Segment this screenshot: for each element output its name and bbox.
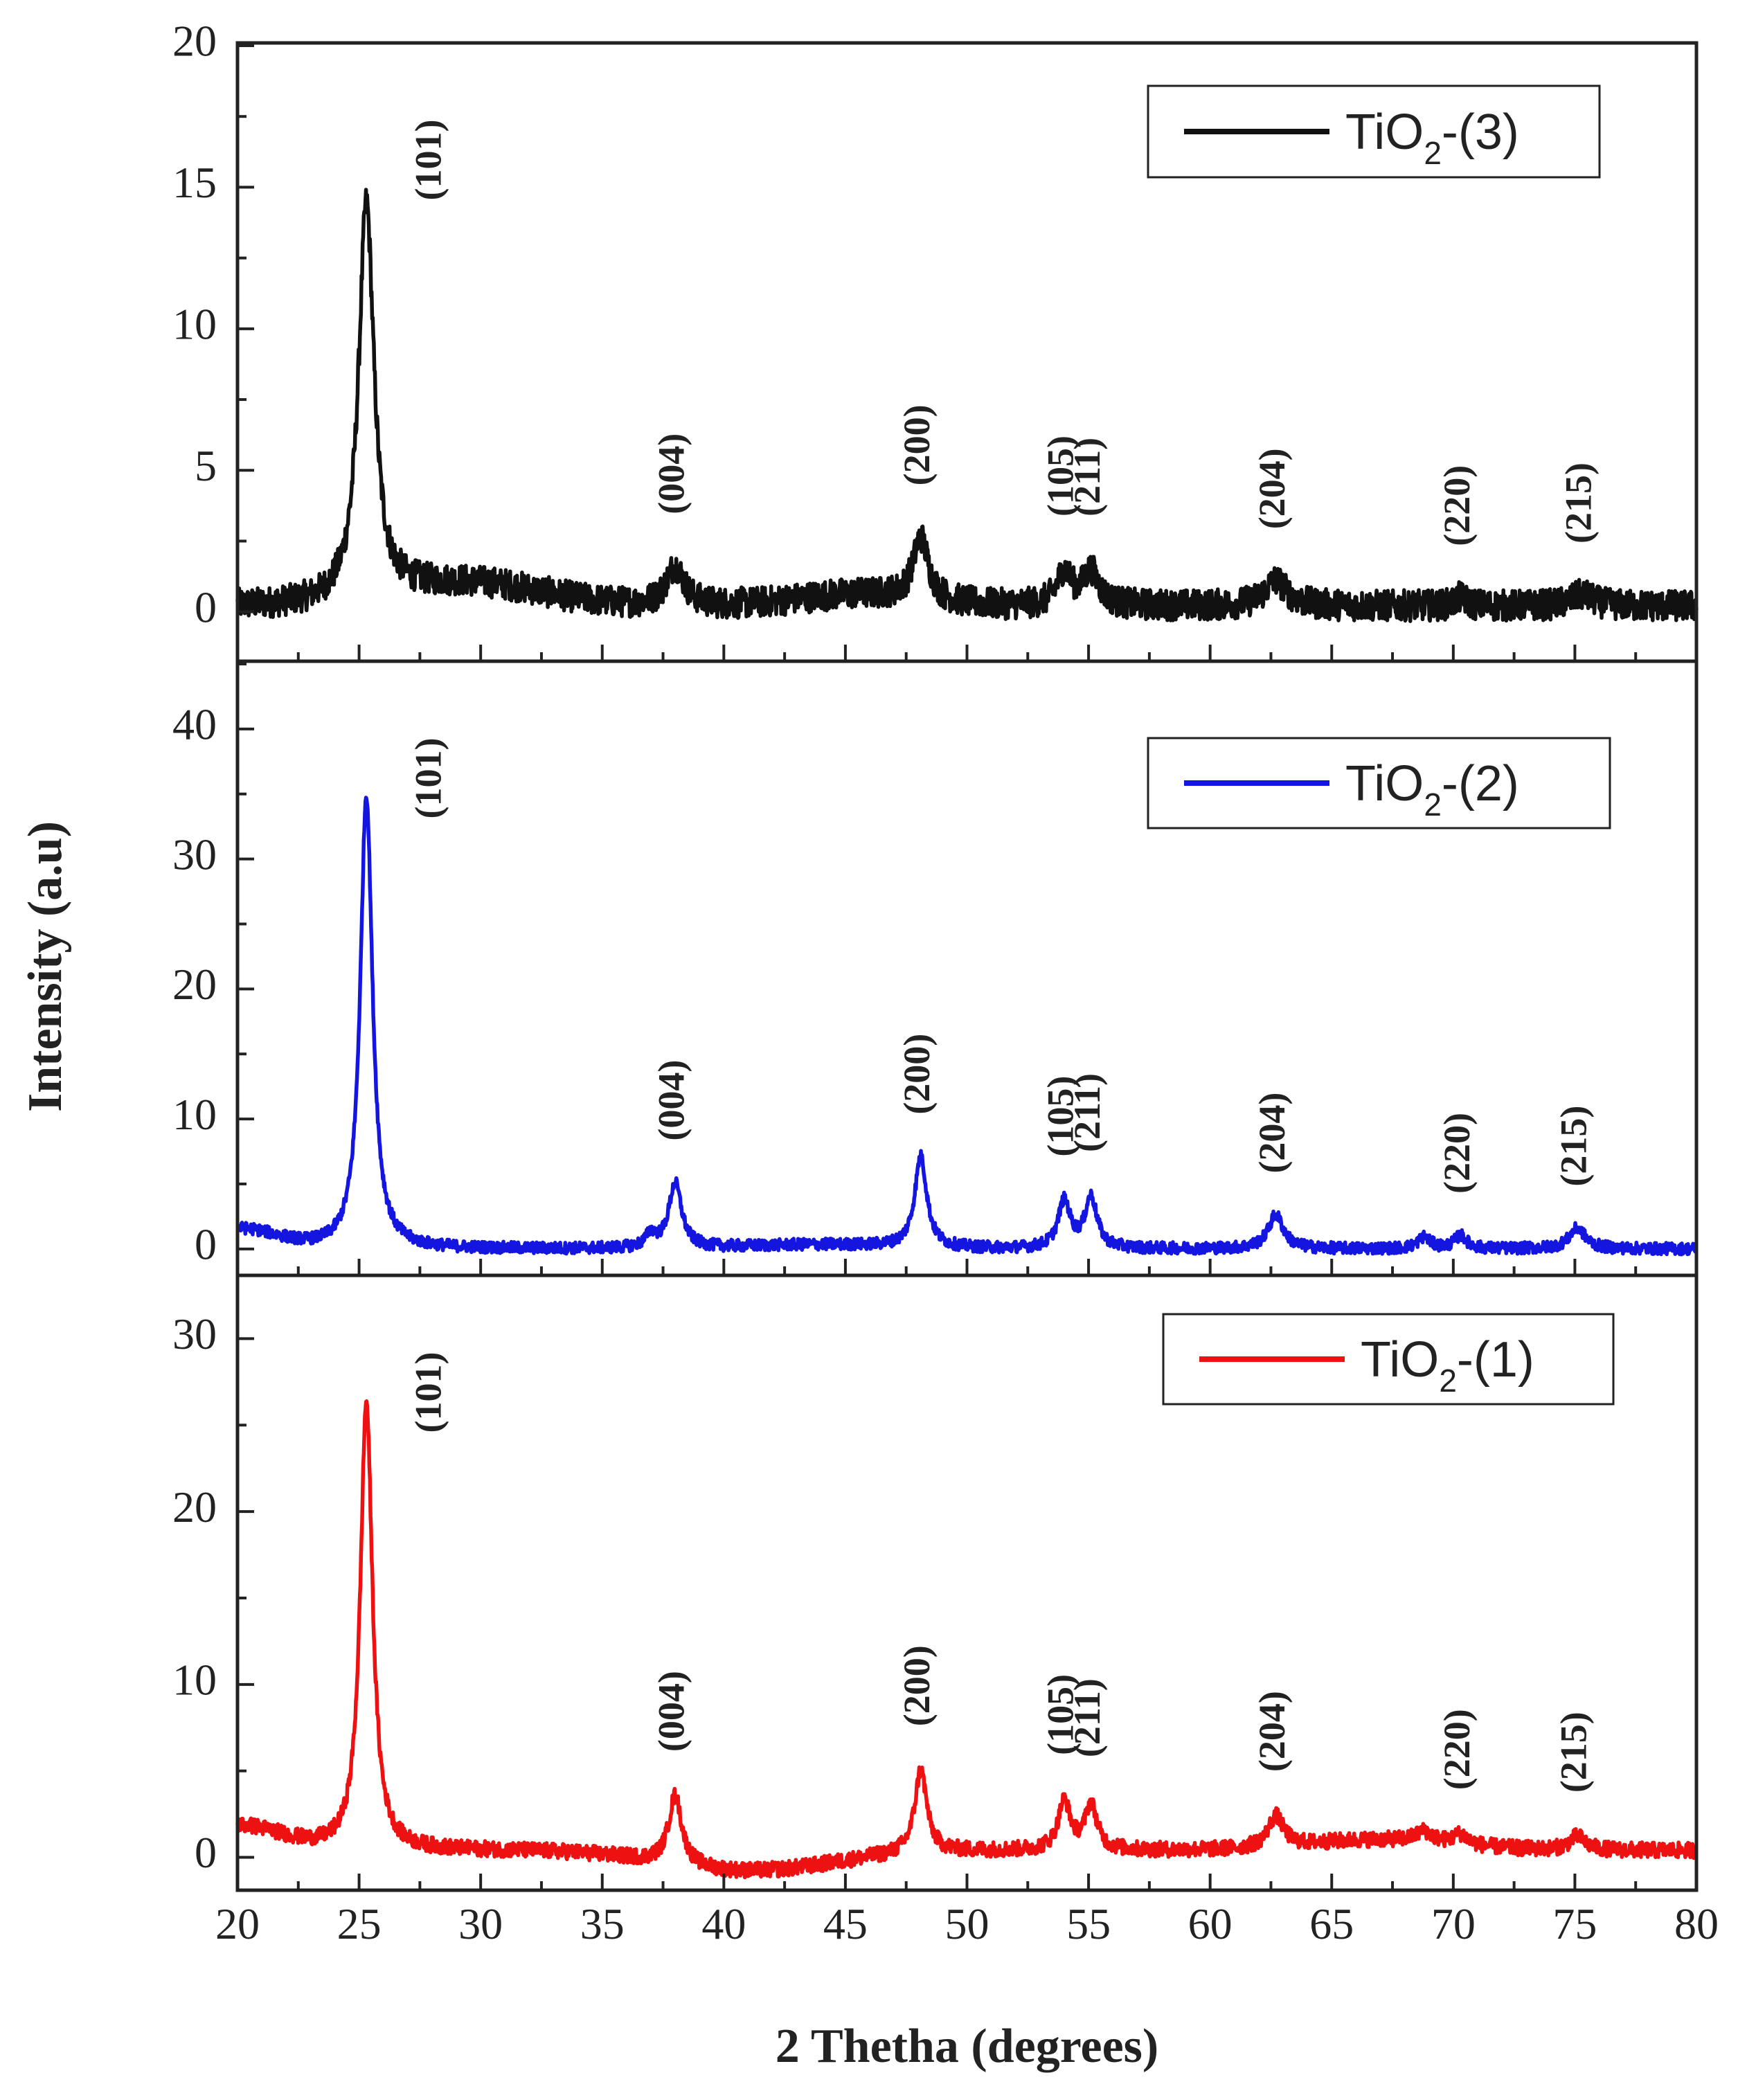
peak-label: (215) bbox=[1557, 463, 1599, 544]
x-tick-label: 45 bbox=[823, 1899, 868, 1948]
x-tick-label: 50 bbox=[945, 1899, 989, 1948]
peak-label: (215) bbox=[1552, 1712, 1594, 1793]
y-tick-label: 0 bbox=[195, 1220, 217, 1269]
legend: TiO2-(2) bbox=[1147, 737, 1611, 829]
legend-label: TiO2-(2) bbox=[1345, 756, 1519, 823]
peak-label: (105) bbox=[1039, 1674, 1081, 1755]
y-axis-title: Intensity (a.u) bbox=[19, 821, 72, 1112]
x-tick-label: 20 bbox=[215, 1899, 260, 1948]
legend: TiO2-(3) bbox=[1147, 84, 1601, 179]
x-tick-label: 80 bbox=[1674, 1899, 1719, 1948]
x-tick-label: 75 bbox=[1552, 1899, 1597, 1948]
legend: TiO2-(1) bbox=[1162, 1313, 1615, 1406]
x-tick-label: 60 bbox=[1188, 1899, 1233, 1948]
peak-label: (204) bbox=[1251, 1691, 1293, 1772]
peak-label: (215) bbox=[1552, 1106, 1594, 1187]
peak-label: (004) bbox=[650, 1671, 692, 1752]
y-tick-label: 5 bbox=[195, 441, 217, 490]
peak-label: (220) bbox=[1436, 1709, 1478, 1790]
y-tick-label: 20 bbox=[172, 960, 217, 1009]
peak-label: (004) bbox=[650, 1060, 692, 1141]
peak-label: (200) bbox=[896, 1645, 938, 1726]
peak-label: (211) bbox=[1066, 1678, 1108, 1757]
peak-label: (105) bbox=[1039, 436, 1081, 517]
y-tick-label: 20 bbox=[172, 1482, 217, 1532]
x-tick-label: 35 bbox=[580, 1899, 625, 1948]
y-tick-label: 40 bbox=[172, 700, 217, 749]
x-tick-label: 30 bbox=[458, 1899, 503, 1948]
y-tick-label: 10 bbox=[172, 300, 217, 349]
y-tick-label: 10 bbox=[172, 1090, 217, 1139]
series-line bbox=[235, 1399, 1699, 1880]
peak-label: (211) bbox=[1066, 438, 1108, 517]
peak-label: (101) bbox=[408, 1352, 449, 1433]
peak-label: (220) bbox=[1436, 465, 1478, 546]
x-tick-label: 65 bbox=[1309, 1899, 1354, 1948]
legend-label: TiO2-(1) bbox=[1361, 1332, 1534, 1399]
peak-label: (101) bbox=[408, 738, 449, 819]
peak-label: (220) bbox=[1436, 1113, 1478, 1194]
legend-label: TiO2-(3) bbox=[1345, 105, 1519, 171]
peak-label: (204) bbox=[1251, 1093, 1293, 1174]
x-tick-label: 70 bbox=[1431, 1899, 1476, 1948]
x-axis-title: 2 Thetha (degrees) bbox=[776, 2020, 1158, 2073]
peak-label: (004) bbox=[650, 433, 692, 514]
x-tick-label: 55 bbox=[1066, 1899, 1111, 1948]
peak-label: (211) bbox=[1066, 1073, 1108, 1152]
x-tick-label: 25 bbox=[337, 1899, 382, 1948]
y-tick-label: 30 bbox=[172, 829, 217, 879]
x-tick-label: 40 bbox=[701, 1899, 746, 1948]
peak-label: (200) bbox=[896, 404, 938, 485]
y-tick-label: 0 bbox=[195, 1828, 217, 1877]
peak-label: (101) bbox=[408, 120, 449, 201]
y-tick-label: 0 bbox=[195, 582, 217, 631]
peak-label: (204) bbox=[1251, 448, 1293, 529]
series-line bbox=[235, 796, 1699, 1257]
peak-label: (105) bbox=[1039, 1076, 1081, 1157]
y-tick-label: 20 bbox=[172, 17, 217, 66]
series-line bbox=[235, 188, 1699, 623]
y-tick-label: 15 bbox=[172, 158, 217, 207]
y-tick-label: 10 bbox=[172, 1655, 217, 1705]
y-tick-label: 30 bbox=[172, 1309, 217, 1358]
peak-label: (200) bbox=[896, 1034, 938, 1115]
